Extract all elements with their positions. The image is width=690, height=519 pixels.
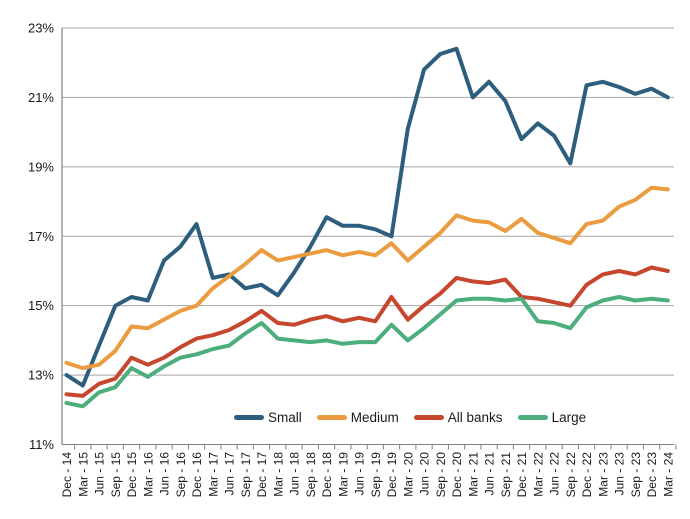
legend-swatch-large <box>517 415 548 420</box>
x-tick-label: Dec - 17 <box>255 452 269 498</box>
x-tick-label: Mar - 20 <box>401 452 415 497</box>
legend-label-small: Small <box>268 410 302 425</box>
x-tick-label: Dec - 16 <box>190 452 204 498</box>
x-tick-label: Jun - 20 <box>418 452 432 496</box>
x-tick-label: Mar - 16 <box>141 452 155 497</box>
x-tick-label: Dec - 15 <box>125 452 139 498</box>
legend-item-small: Small <box>234 410 302 425</box>
x-tick-label: Sep - 20 <box>434 452 448 498</box>
x-tick-label: Dec - 20 <box>450 452 464 498</box>
x-tick-label: Dec - 19 <box>385 452 399 498</box>
y-tick-label: 17% <box>28 229 54 244</box>
x-tick-label: Mar - 24 <box>661 452 675 497</box>
x-tick-label: Sep - 16 <box>174 452 188 498</box>
series-line-medium <box>64 185 670 371</box>
x-tick-label: Jun - 23 <box>613 452 627 496</box>
x-tick-label: Sep - 15 <box>109 452 123 498</box>
y-tick-label: 23% <box>28 21 54 36</box>
x-tick-label: Sep - 21 <box>499 452 513 498</box>
x-tick-label: Sep - 17 <box>239 452 253 498</box>
chart-legend: Small Medium All banks Large <box>234 410 586 425</box>
y-tick-label: 13% <box>28 368 54 383</box>
legend-item-large: Large <box>517 410 587 425</box>
x-tick-label: Mar - 21 <box>466 452 480 497</box>
x-tick-label: Mar - 15 <box>76 452 90 497</box>
legend-item-all-banks: All banks <box>413 410 503 425</box>
x-tick-label: Jun - 15 <box>93 452 107 496</box>
x-tick-label: Jun - 19 <box>353 452 367 496</box>
x-tick-label: Dec - 21 <box>515 452 529 498</box>
x-tick-label: Sep - 18 <box>304 452 318 498</box>
y-tick-label: 21% <box>28 90 54 105</box>
series-line-small <box>64 46 670 388</box>
x-tick-label: Mar - 18 <box>271 452 285 497</box>
x-tick-label: Jun - 21 <box>483 452 497 496</box>
x-tick-label: Dec - 22 <box>580 452 594 498</box>
x-tick-label: Jun - 22 <box>548 452 562 496</box>
y-tick-label: 11% <box>29 437 54 452</box>
x-tick-label: Mar - 22 <box>531 452 545 497</box>
x-tick-label: Dec - 14 <box>60 452 74 498</box>
x-tick-label: Dec - 23 <box>645 452 659 498</box>
x-tick-label: Sep - 23 <box>629 452 643 498</box>
legend-item-medium: Medium <box>316 410 399 425</box>
x-tick-label: Mar - 19 <box>336 452 350 497</box>
legend-swatch-all-banks <box>413 415 444 420</box>
x-tick-label: Jun - 17 <box>223 452 237 496</box>
y-tick-label: 15% <box>28 298 54 313</box>
legend-label-large: Large <box>551 410 587 425</box>
legend-swatch-medium <box>316 415 347 420</box>
x-tick-label: Sep - 22 <box>564 452 578 498</box>
x-tick-label: Dec - 18 <box>320 452 334 498</box>
legend-label-medium: Medium <box>350 410 399 425</box>
series-line-all-banks <box>64 265 670 398</box>
x-tick-label: Jun - 18 <box>288 452 302 496</box>
y-tick-label: 19% <box>28 159 54 174</box>
series-line-large <box>64 295 670 409</box>
x-tick-label: Mar - 23 <box>596 452 610 497</box>
x-tick-label: Jun - 16 <box>158 452 172 496</box>
legend-swatch-small <box>234 415 264 420</box>
x-tick-label: Mar - 17 <box>206 452 220 497</box>
legend-label-all-banks: All banks <box>447 410 503 425</box>
x-tick-label: Sep - 19 <box>369 452 383 498</box>
